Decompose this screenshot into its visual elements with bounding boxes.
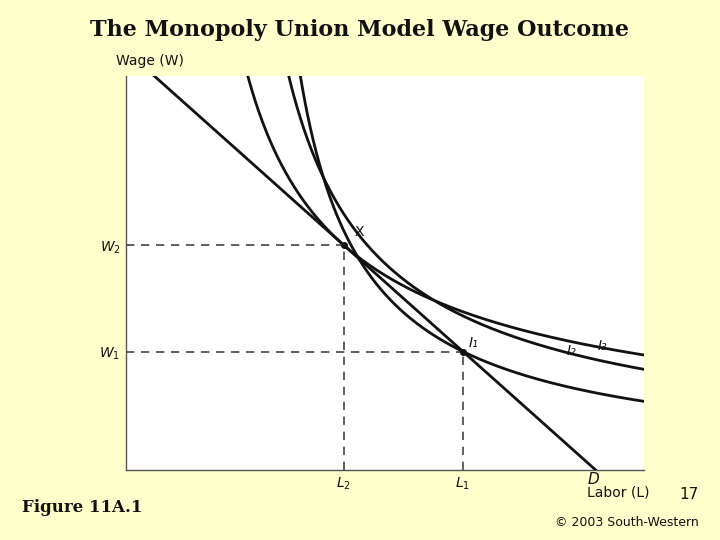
- Text: X: X: [354, 225, 364, 239]
- Text: © 2003 South-Western: © 2003 South-Western: [554, 516, 698, 529]
- Text: D: D: [588, 472, 599, 487]
- Text: 17: 17: [679, 487, 698, 502]
- Text: I₂: I₂: [567, 344, 577, 358]
- Text: Figure 11A.1: Figure 11A.1: [22, 499, 142, 516]
- Text: Wage (W): Wage (W): [116, 53, 184, 68]
- Text: The Monopoly Union Model Wage Outcome: The Monopoly Union Model Wage Outcome: [91, 19, 629, 41]
- Text: I₃: I₃: [598, 339, 608, 353]
- Text: Labor (L): Labor (L): [587, 485, 649, 500]
- Text: I₁: I₁: [468, 335, 478, 349]
